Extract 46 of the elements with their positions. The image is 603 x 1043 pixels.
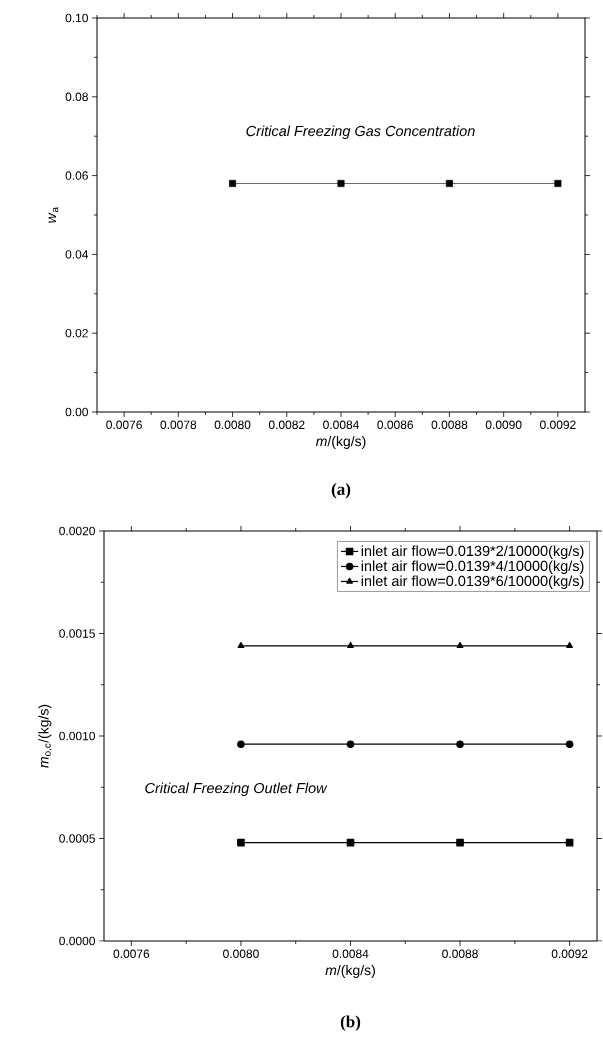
y-tick-label: 0.0020: [59, 526, 95, 536]
y-tick-label: 0.06: [65, 171, 88, 180]
y-tick-label: 0.04: [65, 250, 89, 259]
x-tick-label: 0.0084: [323, 420, 359, 430]
x-axis-title: m/(kg/s): [315, 435, 366, 449]
y-axis-title: m$_{o,c}$/(kg/s): [38, 704, 52, 768]
point: [456, 740, 464, 748]
x-tick-label: 0.0082: [268, 420, 305, 430]
point: [456, 642, 464, 648]
point: [566, 642, 573, 648]
legend-label: inlet air flow=0.0139*6/10000(kg/s): [361, 575, 584, 589]
x-tick-label: 0.0080: [214, 420, 251, 430]
x-tick-label: 0.0078: [160, 420, 197, 430]
point: [347, 642, 354, 648]
text: (b): [340, 1015, 361, 1031]
x-tick-label: 0.0088: [442, 949, 478, 959]
x-tick-label: 0.0076: [106, 420, 142, 430]
y-tick-label: 0.00: [65, 407, 88, 417]
y-tick-label: 0.0000: [59, 936, 95, 946]
x-tick-label: 0.0080: [223, 949, 259, 959]
x-tick-label: 0.0088: [431, 420, 468, 430]
y-tick-label: 0.10: [65, 13, 88, 23]
x-tick-label: 0.0086: [377, 420, 414, 430]
annotation: Critical Freezing Outlet Flow: [145, 782, 328, 797]
x-tick-label: 0.0076: [113, 949, 150, 959]
legend-label: inlet air flow=0.0139*4/10000(kg/s): [361, 560, 584, 574]
x-tick-label: 0.0090: [485, 420, 522, 430]
annotation: Critical Freezing Gas Concentration: [246, 125, 475, 140]
point: [346, 740, 355, 748]
y-axis-title: w$_{a}$: [48, 207, 59, 223]
point: [565, 740, 574, 748]
y-tick-label: 0.02: [65, 328, 88, 338]
y-tick-label: 0.08: [65, 92, 88, 102]
point: [237, 642, 245, 648]
y-tick-label: 0.0015: [59, 629, 95, 638]
x-tick-label: 0.0092: [540, 420, 576, 430]
x-axis-title: m/(kg/s): [325, 964, 375, 978]
point: [456, 838, 464, 847]
point: [237, 838, 245, 847]
point: [237, 740, 245, 748]
y-tick-label: 0.0005: [59, 834, 95, 843]
x-tick-label: 0.0084: [332, 949, 369, 959]
y-tick-label: 0.0010: [59, 731, 95, 741]
legend-label: inlet air flow=0.0139*2/10000(kg/s): [361, 545, 584, 559]
text: (a): [331, 483, 351, 499]
x-tick-label: 0.0092: [551, 949, 588, 959]
